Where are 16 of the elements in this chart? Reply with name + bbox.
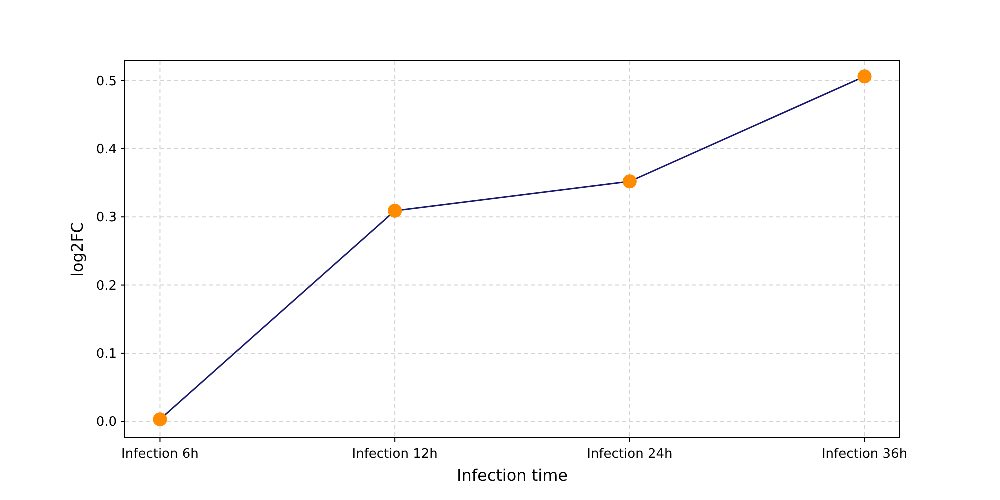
y-tick-label: 0.0	[96, 415, 117, 430]
y-axis-title: log2FC	[68, 222, 87, 277]
x-tick-label: Infection 36h	[822, 447, 908, 462]
x-axis-title: Infection time	[456, 466, 568, 485]
point	[388, 204, 402, 218]
y-tick-label: 0.2	[96, 278, 117, 294]
x-tick-label: Infection 12h	[352, 447, 438, 462]
y-tick-label: 0.5	[96, 74, 117, 90]
x-tick-label: Infection 6h	[122, 447, 199, 462]
point	[622, 174, 637, 189]
point	[153, 412, 168, 427]
point	[858, 70, 872, 84]
x-tick-label: Infection 24h	[587, 447, 673, 462]
y-tick-label: 0.3	[96, 210, 117, 226]
y-tick-label: 0.4	[96, 142, 117, 158]
y-tick-label: 0.1	[96, 346, 117, 362]
